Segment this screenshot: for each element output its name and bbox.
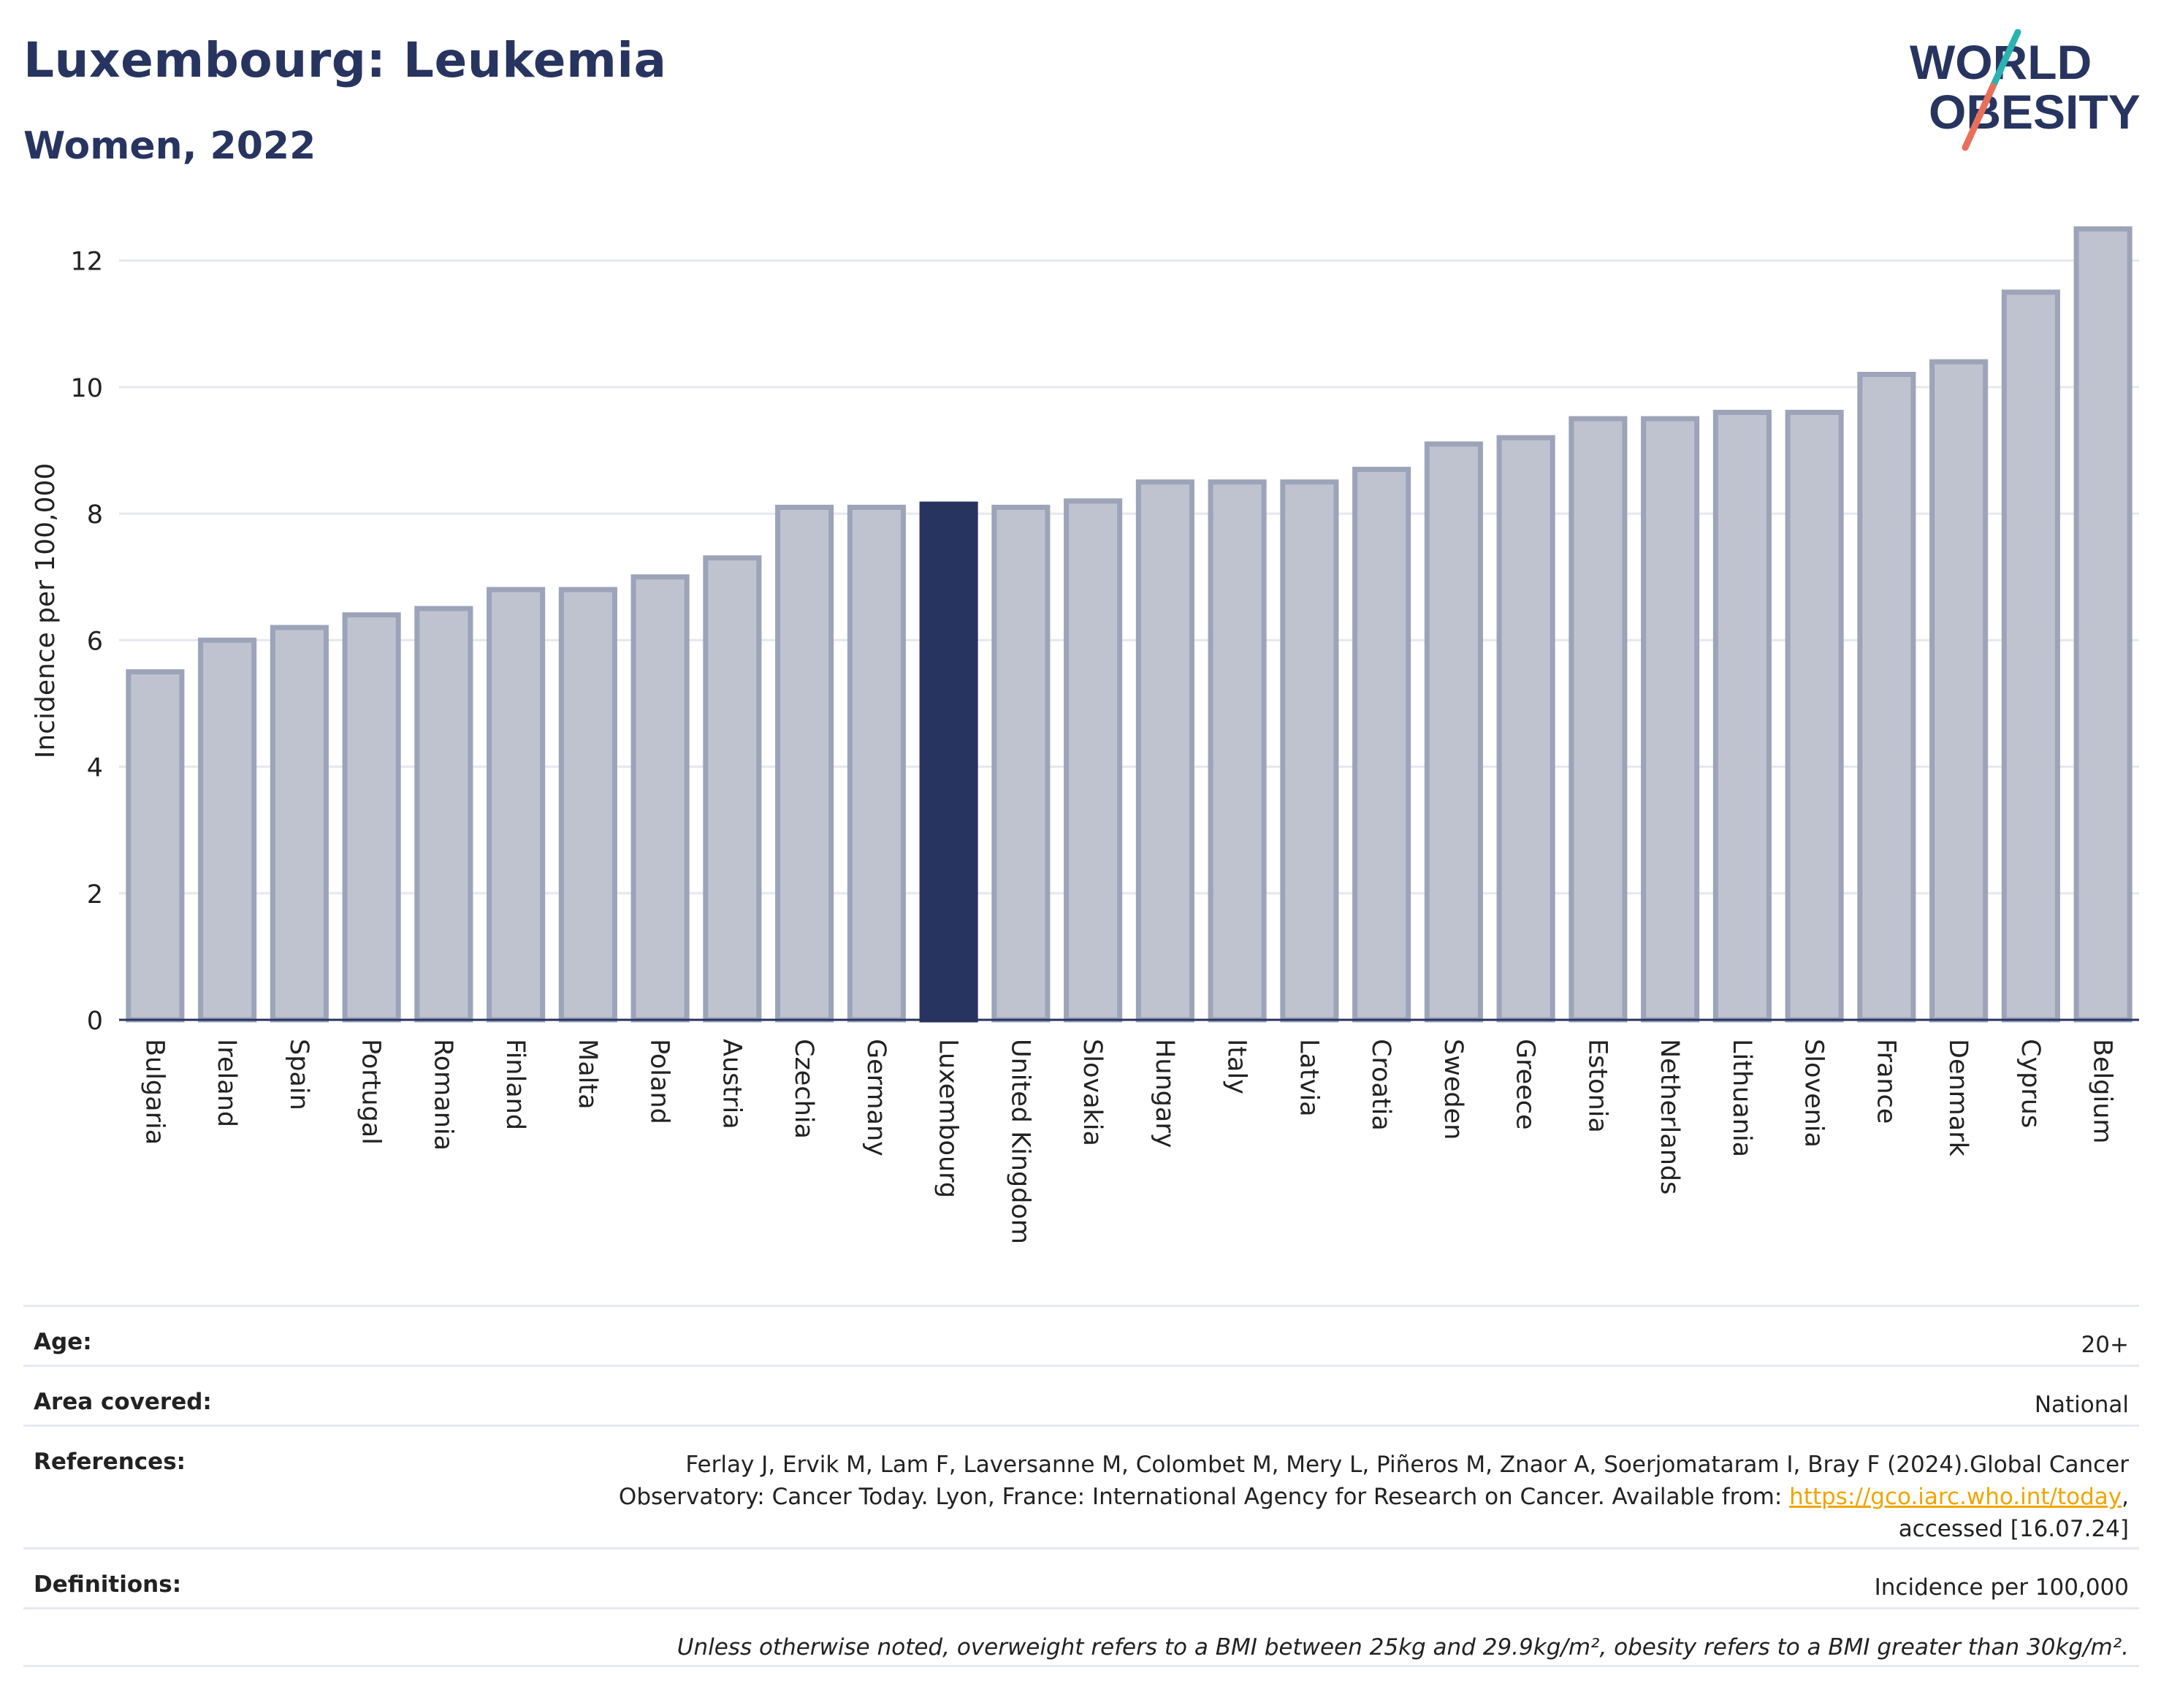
page-title: Luxembourg: Leukemia (23, 32, 667, 88)
bar-luxembourg (919, 501, 978, 1023)
x-tick-label: Germany (861, 1039, 891, 1156)
bar-cyprus (2001, 289, 2060, 1023)
bar-greece (1496, 435, 1555, 1023)
bar-slovenia (1785, 409, 1844, 1023)
definitions-value: Incidence per 100,000 (1874, 1574, 2129, 1601)
y-axis-label: Incidence per 100,000 (31, 463, 61, 759)
bar-sweden (1424, 441, 1483, 1023)
x-tick-label: Hungary (1150, 1039, 1179, 1148)
references-line2-pre: Observatory: Cancer Today. Lyon, France:… (618, 1484, 1790, 1510)
logo-slash-coral (1962, 83, 1997, 151)
age-value: 20+ (2081, 1332, 2129, 1358)
x-tick-label: Italy (1222, 1039, 1251, 1094)
bar-united-kingdom (991, 504, 1051, 1023)
bmi-note: Unless otherwise noted, overweight refer… (676, 1634, 2129, 1661)
y-tick-label: 0 (87, 1007, 103, 1036)
x-tick-label: Ireland (212, 1039, 241, 1127)
x-tick-label: Poland (645, 1039, 674, 1124)
info-table: Age: 20+ Area covered: National Referenc… (23, 1305, 2139, 1667)
references-link[interactable]: https://gco.iarc.who.int/today (1789, 1484, 2122, 1510)
bars (126, 226, 2133, 1023)
x-tick-label: Croatia (1366, 1039, 1395, 1131)
x-tick-label: Slovakia (1078, 1039, 1107, 1146)
bar-portugal (342, 612, 401, 1023)
bar-poland (630, 574, 690, 1023)
y-tick-label: 12 (70, 248, 103, 277)
bar-malta (558, 587, 617, 1023)
x-tick-label: Sweden (1438, 1039, 1468, 1140)
bar-italy (1208, 479, 1267, 1023)
bar-latvia (1280, 479, 1339, 1023)
logo-slash-teal (1989, 29, 2021, 90)
area-value: National (2034, 1392, 2129, 1418)
info-row-note: Unless otherwise noted, overweight refer… (23, 1607, 2139, 1667)
bar-chart: 0 2 4 6 8 10 12 Bulgaria Ireland Spain Portugal Rom… (31, 226, 2139, 1244)
bar-finland (487, 587, 546, 1023)
bar-croatia (1352, 466, 1411, 1023)
x-tick-label: Finland (500, 1039, 530, 1130)
x-tick-label: Denmark (1943, 1039, 1973, 1157)
bar-netherlands (1641, 416, 1700, 1023)
area-label: Area covered: (34, 1389, 212, 1415)
bar-germany (847, 504, 906, 1023)
axes: 0 2 4 6 8 10 12 Bulgaria Ireland Spain Portugal Rom… (70, 248, 2139, 1244)
y-tick-label: 4 (87, 754, 103, 783)
x-tick-label: Bulgaria (140, 1039, 169, 1145)
bar-slovakia (1064, 498, 1123, 1023)
references-line2-post: , (2122, 1484, 2129, 1510)
info-row-references: References: Ferlay J, Ervik M, Lam F, La… (23, 1425, 2139, 1547)
y-tick-label: 2 (87, 880, 103, 910)
bar-ireland (198, 637, 257, 1023)
x-tick-label: Latvia (1294, 1039, 1323, 1117)
y-tick-label: 8 (87, 500, 103, 530)
bar-belgium (2073, 226, 2133, 1023)
bar-spain (270, 625, 329, 1023)
x-tick-label: France (1871, 1039, 1900, 1124)
page-subtitle: Women, 2022 (23, 124, 316, 168)
bar-bulgaria (126, 669, 185, 1023)
x-tick-label: Estonia (1582, 1039, 1612, 1133)
x-tick-label: Slovenia (1799, 1039, 1829, 1148)
x-tick-label: Spain (284, 1039, 313, 1110)
info-row-area: Area covered: National (23, 1365, 2139, 1425)
y-tick-label: 10 (70, 374, 103, 403)
bar-france (1857, 372, 1916, 1023)
info-row-age: Age: 20+ (23, 1305, 2139, 1365)
bar-denmark (1929, 359, 1989, 1023)
bar-czechia (775, 504, 834, 1023)
x-tick-label: Czechia (789, 1039, 818, 1139)
age-label: Age: (34, 1329, 92, 1355)
y-tick-label: 6 (87, 627, 103, 656)
definitions-label: Definitions: (34, 1571, 182, 1598)
references-value: Ferlay J, Ervik M, Lam F, Laversanne M, … (619, 1449, 2129, 1547)
x-tick-label: Greece (1511, 1039, 1540, 1130)
bar-lithuania (1712, 409, 1772, 1023)
x-tick-label: Netherlands (1655, 1039, 1684, 1194)
logo-text-obesity: OBESITY (1929, 85, 2141, 139)
references-line1: Ferlay J, Ervik M, Lam F, Laversanne M, … (685, 1452, 2129, 1478)
references-label: References: (34, 1449, 186, 1475)
world-obesity-logo: WORLD OBESITY (1910, 29, 2141, 151)
x-tick-label: Malta (573, 1039, 602, 1110)
x-tick-label: Lithuania (1727, 1039, 1756, 1157)
references-line3: accessed [16.07.24] (1898, 1516, 2129, 1542)
x-tick-label: Cyprus (2016, 1039, 2045, 1128)
bar-romania (414, 606, 473, 1023)
x-tick-label: Belgium (2088, 1039, 2117, 1144)
x-tick-label: Romania (428, 1039, 457, 1151)
bar-hungary (1135, 479, 1194, 1023)
x-tick-label: Luxembourg (934, 1039, 963, 1198)
x-tick-label: Portugal (357, 1039, 386, 1145)
bar-estonia (1569, 416, 1628, 1023)
bar-austria (703, 555, 762, 1023)
info-row-definitions: Definitions: Incidence per 100,000 (23, 1547, 2139, 1607)
x-tick-label: United Kingdom (1005, 1039, 1034, 1244)
x-tick-label: Austria (717, 1039, 746, 1129)
